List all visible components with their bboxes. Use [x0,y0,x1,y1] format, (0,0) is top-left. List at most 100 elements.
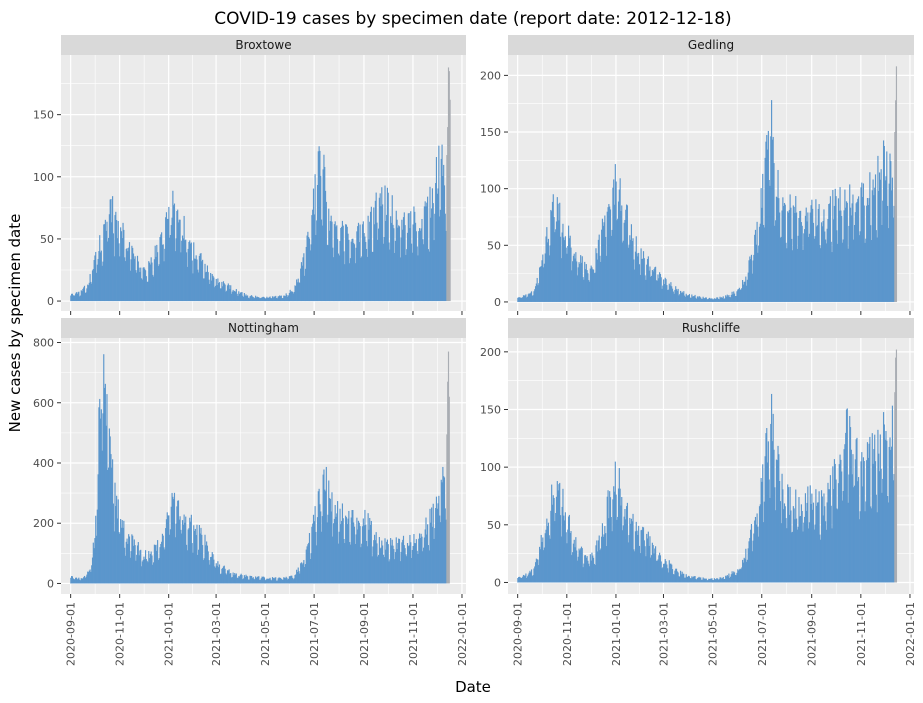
bar [845,432,847,583]
bar [348,239,350,302]
bar [412,545,414,584]
bar [554,521,556,583]
bar [196,524,198,584]
bar [592,269,595,302]
bar [370,520,372,584]
bar [97,474,99,584]
bar [701,298,703,302]
bar [382,243,384,302]
bar [737,289,739,302]
bar [594,564,596,583]
bar [671,286,673,302]
bar [136,545,139,584]
bar [404,548,406,584]
bar [687,576,689,583]
bar [288,295,290,302]
bar [127,251,129,302]
bar [882,200,884,302]
bar [350,517,352,584]
bar [676,571,678,583]
bar [629,235,631,302]
bar [438,145,440,302]
bar [206,541,208,584]
bar [161,533,164,584]
bar [775,196,778,302]
bar [742,562,744,583]
bar [170,506,172,584]
bar [714,579,716,583]
bar [91,270,94,302]
bar [653,553,655,583]
bar [353,526,356,584]
bar [631,240,633,302]
bar [577,556,579,583]
bar [586,556,588,583]
bar [341,226,343,302]
bar [195,255,197,302]
bar [811,493,813,583]
bar [599,255,601,302]
bar [165,217,167,302]
bar [894,132,896,302]
bar [613,204,616,302]
bar [776,197,778,302]
bar [133,258,135,302]
bar [148,262,151,302]
bar [221,568,223,584]
bar [802,249,804,302]
bar [154,545,156,584]
bar [721,578,723,583]
bar [149,264,151,302]
bar [131,534,133,584]
bar [844,444,846,583]
bar [174,537,176,584]
bar [614,461,616,583]
bar [808,522,811,583]
bar [194,528,196,584]
bar [95,515,97,584]
facet-strip [61,35,466,55]
bar [562,223,564,302]
bar [340,524,342,584]
bar [108,467,110,584]
bar [223,565,225,584]
bar [797,235,799,302]
bar [646,258,649,302]
bar [89,274,91,302]
bar [328,208,330,302]
bar [658,278,660,302]
bar [522,576,524,583]
bar [645,279,647,302]
bar [619,488,621,583]
bar [646,533,648,583]
bar [181,235,184,302]
bar [643,258,645,302]
bar [418,228,421,302]
bar [595,248,597,302]
bar [116,518,119,584]
bar [866,205,868,302]
bar [574,547,576,583]
bar [635,236,637,302]
bar [550,209,552,302]
bar [84,577,86,584]
bar [566,253,568,302]
bar [596,253,598,302]
bar [544,533,546,583]
bar [518,297,521,302]
bar [716,578,718,583]
bar [817,502,819,583]
bar [106,394,108,584]
bar [882,478,884,583]
bar [699,296,701,302]
bar [273,296,275,302]
bar [203,278,205,302]
bar [310,244,312,302]
bar [721,578,724,583]
bar [740,289,742,302]
bar [552,495,554,583]
bar [259,579,262,584]
bar [398,538,401,584]
bar [759,223,761,302]
bar [137,261,139,302]
